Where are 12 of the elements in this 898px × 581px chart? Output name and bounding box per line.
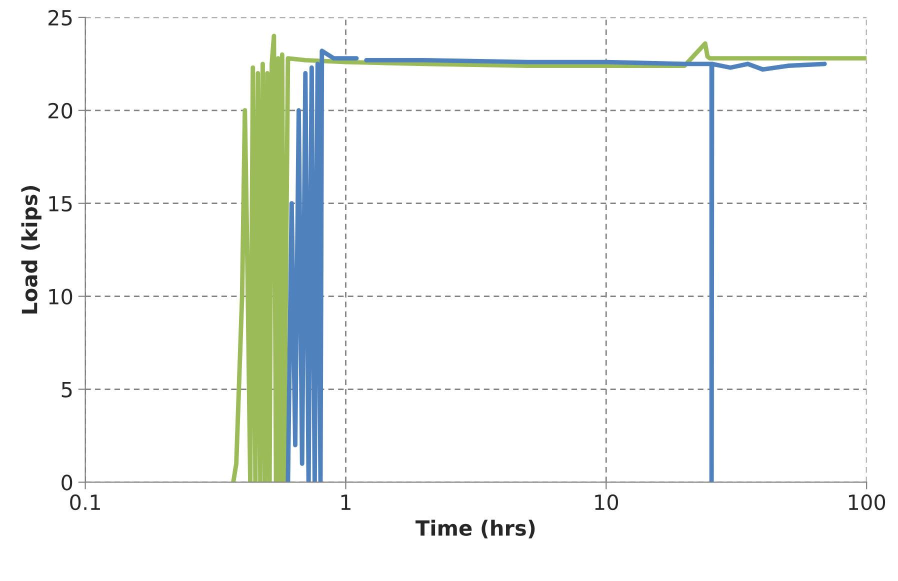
y-tick-label: 0 [62, 474, 72, 490]
x-tick-label: 10 [595, 494, 618, 510]
y-tick-label: 20 [48, 102, 72, 119]
x-axis-title: Time (hrs) [416, 520, 535, 538]
x-tick-label: 0.1 [70, 494, 100, 510]
x-tick-label: 1 [341, 494, 350, 510]
y-tick-label: 25 [48, 10, 72, 26]
y-axis-title: Load (kips) [21, 186, 42, 314]
y-tick-label: 15 [49, 196, 72, 212]
y-tick-label: 5 [62, 382, 72, 398]
x-tick-label: 100 [848, 494, 886, 510]
y-tick-label: 10 [49, 288, 72, 305]
